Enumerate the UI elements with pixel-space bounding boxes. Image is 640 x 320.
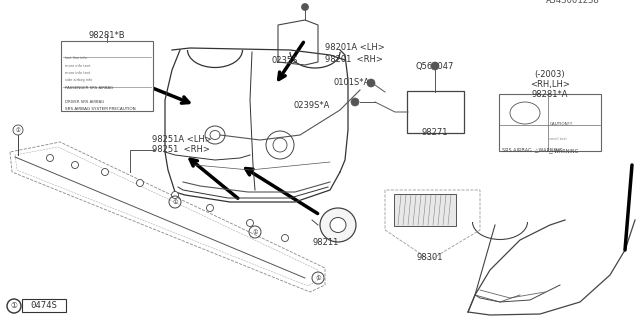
Circle shape [72, 162, 79, 169]
Circle shape [172, 191, 179, 198]
Text: 98281*A: 98281*A [532, 90, 568, 99]
Text: 98211: 98211 [313, 238, 339, 247]
Ellipse shape [330, 218, 346, 233]
Circle shape [207, 204, 214, 212]
Text: (-2003): (-2003) [534, 70, 565, 79]
Text: 0239S*A: 0239S*A [294, 100, 330, 109]
Text: side airbag info: side airbag info [65, 78, 93, 82]
Text: 98281*B: 98281*B [89, 31, 125, 40]
Text: ①: ① [315, 276, 321, 281]
Text: ①: ① [252, 229, 258, 235]
FancyBboxPatch shape [499, 94, 601, 151]
Text: ①: ① [11, 301, 17, 310]
FancyBboxPatch shape [61, 41, 153, 111]
Text: 98271: 98271 [422, 128, 448, 137]
Text: more info text: more info text [65, 64, 90, 68]
Text: SRS AIRBAG SYSTEM PRECAUTION: SRS AIRBAG SYSTEM PRECAUTION [65, 107, 136, 111]
Circle shape [102, 169, 109, 175]
Text: last line info: last line info [65, 56, 87, 60]
Text: PASSENGER SRS AIRBAG: PASSENGER SRS AIRBAG [65, 86, 113, 90]
Text: 98301: 98301 [417, 253, 444, 262]
Circle shape [367, 79, 375, 87]
Text: 0474S: 0474S [31, 301, 58, 310]
Text: CAUTION!!!: CAUTION!!! [550, 122, 573, 126]
FancyBboxPatch shape [22, 299, 66, 312]
Text: 98201  <RH>: 98201 <RH> [325, 55, 383, 64]
Text: ①: ① [172, 199, 178, 204]
Text: <RH,LH>: <RH,LH> [530, 80, 570, 89]
Text: A343001238: A343001238 [547, 0, 600, 5]
Text: DRIVER SRS AIRBAG: DRIVER SRS AIRBAG [65, 100, 104, 104]
Text: 98201A <LH>: 98201A <LH> [325, 43, 385, 52]
Text: ①: ① [15, 127, 20, 132]
Text: SRS AIRBAG  △WARNING: SRS AIRBAG △WARNING [502, 147, 563, 152]
Text: 98251  <RH>: 98251 <RH> [152, 145, 210, 154]
Text: small text: small text [549, 137, 567, 141]
Circle shape [301, 4, 308, 11]
Circle shape [246, 220, 253, 227]
Text: 0235S: 0235S [272, 56, 298, 65]
Circle shape [351, 98, 359, 106]
FancyBboxPatch shape [407, 91, 464, 133]
Text: △ WARNING: △ WARNING [549, 148, 579, 153]
Circle shape [282, 235, 289, 242]
Ellipse shape [320, 208, 356, 242]
Text: more info text: more info text [65, 71, 90, 75]
Text: 0101S*A: 0101S*A [333, 78, 370, 87]
Circle shape [431, 62, 439, 70]
Text: Q560047: Q560047 [416, 62, 454, 71]
Circle shape [136, 180, 143, 187]
Text: 98251A <LH>: 98251A <LH> [152, 135, 212, 144]
FancyBboxPatch shape [394, 194, 456, 226]
Circle shape [47, 155, 54, 162]
